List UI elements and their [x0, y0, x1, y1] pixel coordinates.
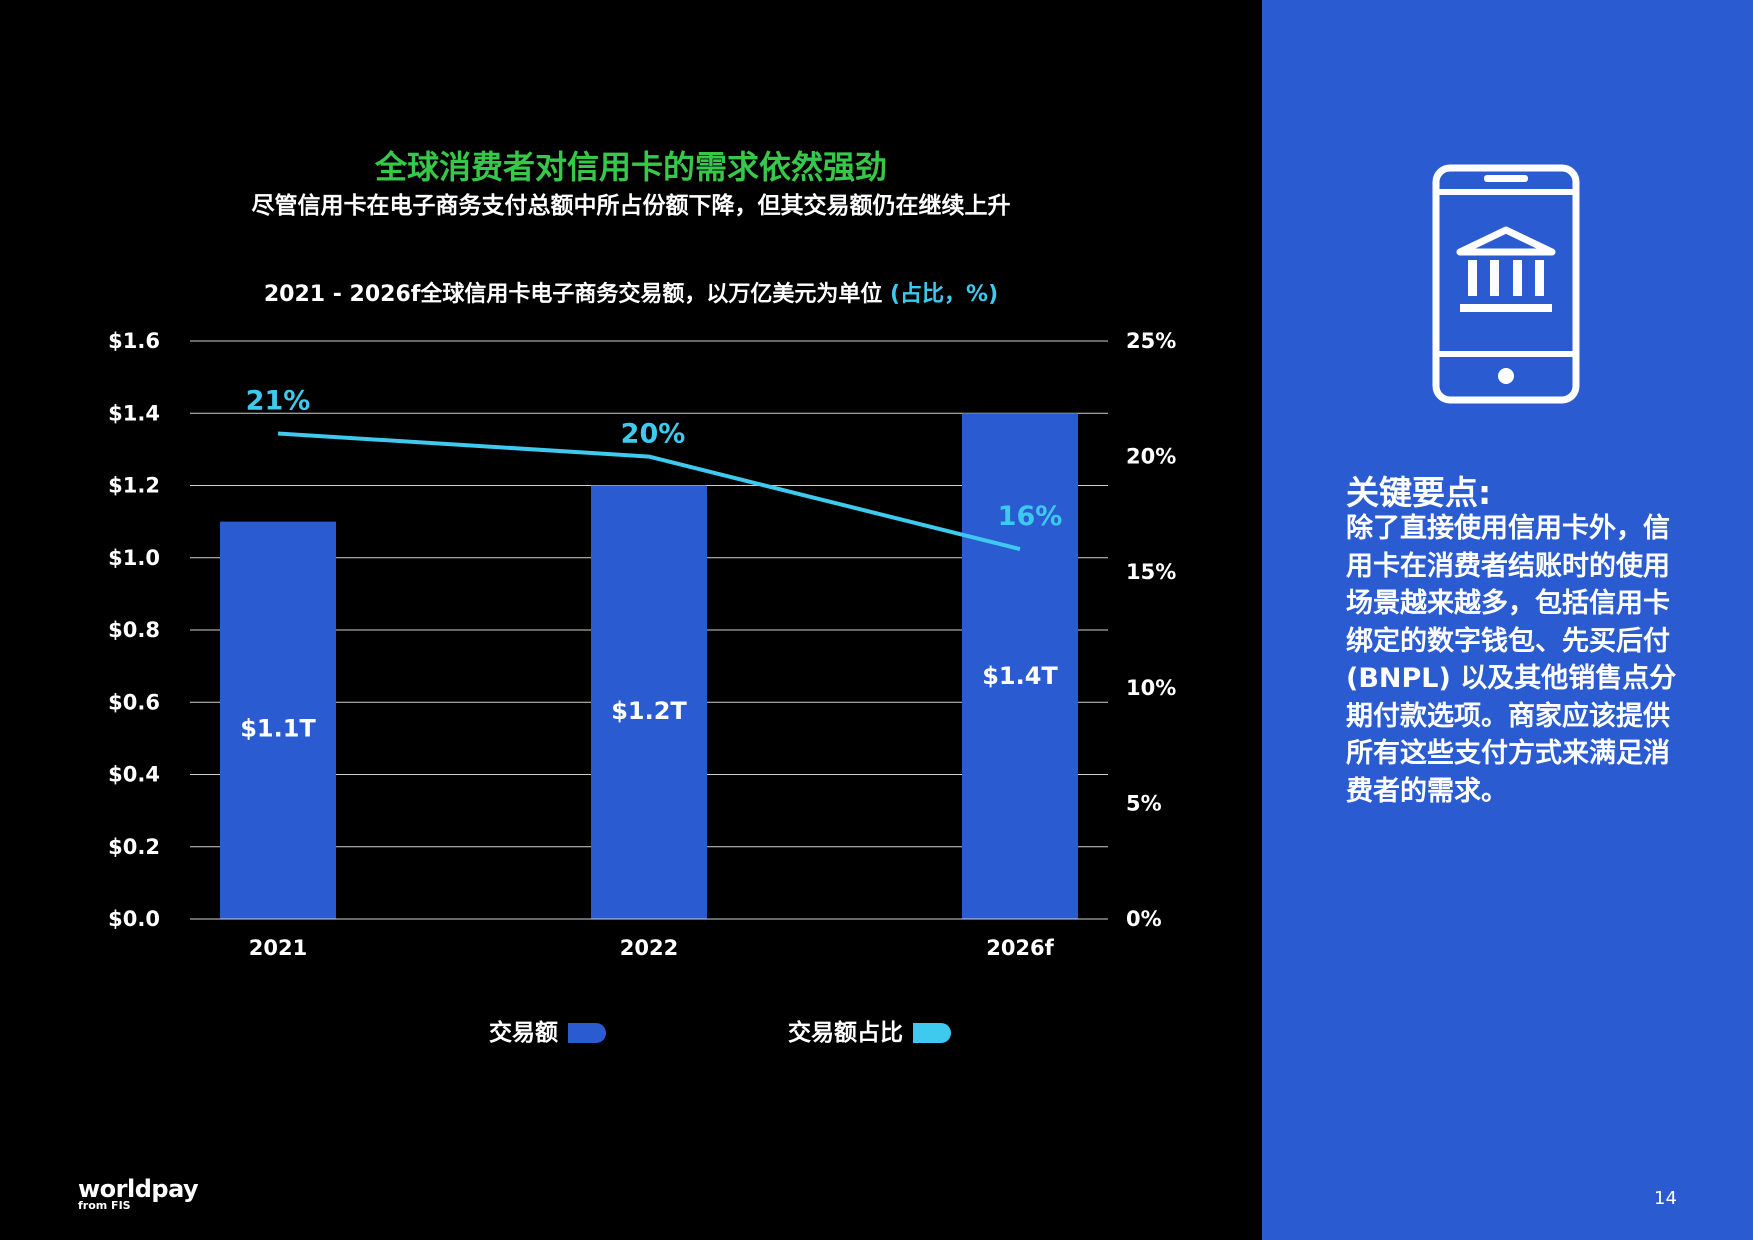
y-right-tick-label: 0% — [1126, 907, 1162, 931]
line-value-label: 21% — [246, 385, 311, 416]
takeaway-heading: 关键要点: — [1346, 473, 1492, 512]
x-tick-label: 2021 — [249, 936, 307, 960]
y-right-tick-label: 25% — [1126, 329, 1176, 353]
y-left-tick-label: $1.4 — [108, 401, 160, 425]
chart-title-main: 2021 - 2026f全球信用卡电子商务交易额，以万亿美元为单位 — [263, 282, 890, 307]
takeaway-body: 除了直接使用信用卡外，信用卡在消费者结账时的使用场景越来越多，包括信用卡绑定的数… — [1346, 513, 1677, 807]
legend-label: 交易额占比 — [788, 1019, 903, 1046]
y-left-tick-label: $1.2 — [108, 474, 160, 498]
legend-label: 交易额 — [489, 1019, 558, 1046]
x-tick-label: 2022 — [620, 936, 678, 960]
bar — [591, 485, 707, 919]
share-line — [277, 431, 1021, 552]
logo-brand: worldpay — [78, 1175, 199, 1203]
y-left-tick-label: $1.0 — [108, 546, 160, 570]
legend-swatch — [913, 1023, 951, 1043]
page-number: 14 — [1654, 1188, 1677, 1209]
y-right-tick-label: 10% — [1126, 676, 1176, 700]
chart-title: 2021 - 2026f全球信用卡电子商务交易额，以万亿美元为单位 (占比，%) — [0, 276, 1262, 308]
chart-title-accent: (占比，%) — [890, 282, 999, 307]
y-left-tick-label: $1.6 — [108, 329, 160, 353]
line-value-label: 20% — [621, 419, 686, 450]
legend-swatch — [568, 1023, 606, 1043]
page-title: 全球消费者对信用卡的需求依然强劲 — [374, 148, 887, 186]
x-tick-label: 2026f — [986, 936, 1054, 960]
y-left-tick-label: $0.6 — [108, 690, 160, 714]
bar — [962, 413, 1078, 919]
y-left-tick-label: $0.0 — [108, 907, 160, 931]
bar-value-label: $1.1T — [240, 714, 316, 742]
y-left-tick-label: $0.2 — [108, 835, 160, 859]
y-right-tick-label: 5% — [1126, 791, 1162, 815]
combo-chart: $0.0 $0.2 $0.4 $0.6 $0.8 $1.0 $1.2 $1.4 $1.6 0% 5%… — [108, 329, 1176, 1046]
logo-sub: from FIS — [78, 1199, 131, 1212]
bar — [220, 521, 336, 919]
bar-value-label: $1.4T — [982, 662, 1058, 690]
y-right-tick-label: 15% — [1126, 560, 1176, 584]
line-value-label: 16% — [998, 501, 1063, 532]
takeaway-panel — [1262, 0, 1753, 1240]
y-left-tick-label: $0.8 — [108, 618, 160, 642]
page-subtitle: 尽管信用卡在电子商务支付总额中所占份额下降，但其交易额仍在继续上升 — [251, 193, 1011, 219]
bar-value-label: $1.2T — [611, 697, 687, 725]
y-left-tick-label: $0.4 — [108, 763, 160, 787]
worldpay-logo: worldpay from FIS — [78, 1175, 199, 1212]
y-right-tick-label: 20% — [1126, 445, 1176, 469]
mobile-bank-icon — [1432, 164, 1580, 404]
